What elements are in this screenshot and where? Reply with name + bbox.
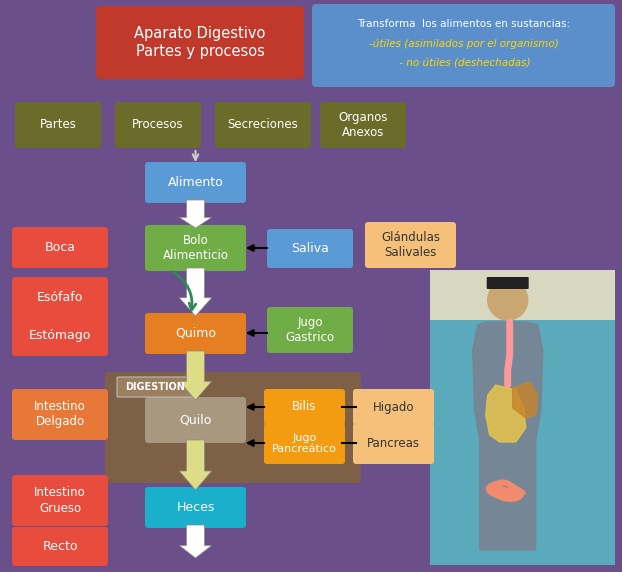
FancyBboxPatch shape bbox=[267, 229, 353, 268]
Text: Aparato Digestivo
Partes y procesos: Aparato Digestivo Partes y procesos bbox=[134, 26, 266, 59]
FancyBboxPatch shape bbox=[12, 227, 108, 268]
Text: Jugo
Gastrico: Jugo Gastrico bbox=[285, 316, 335, 344]
Text: -útiles (asimilados por el organismo): -útiles (asimilados por el organismo) bbox=[369, 39, 559, 49]
FancyBboxPatch shape bbox=[365, 222, 456, 268]
FancyBboxPatch shape bbox=[117, 377, 194, 397]
FancyBboxPatch shape bbox=[115, 102, 201, 148]
Text: Organos
Anexos: Organos Anexos bbox=[338, 111, 388, 139]
Text: Estómago: Estómago bbox=[29, 329, 91, 342]
FancyBboxPatch shape bbox=[264, 389, 345, 425]
Polygon shape bbox=[513, 382, 537, 418]
FancyBboxPatch shape bbox=[215, 102, 311, 148]
Text: Esófafo: Esófafo bbox=[37, 291, 83, 304]
Text: Quilo: Quilo bbox=[179, 414, 211, 427]
Text: Intestino
Grueso: Intestino Grueso bbox=[34, 487, 86, 514]
FancyBboxPatch shape bbox=[312, 4, 615, 87]
Text: Transforma  los alimentos en sustancias:: Transforma los alimentos en sustancias: bbox=[357, 19, 570, 29]
Text: Procesos: Procesos bbox=[132, 118, 184, 132]
FancyBboxPatch shape bbox=[15, 102, 101, 148]
Polygon shape bbox=[179, 440, 211, 490]
Polygon shape bbox=[179, 525, 211, 558]
Text: Saliva: Saliva bbox=[291, 242, 329, 255]
FancyBboxPatch shape bbox=[12, 475, 108, 526]
Text: Intestino
Delgado: Intestino Delgado bbox=[34, 400, 86, 428]
Polygon shape bbox=[179, 200, 211, 228]
Text: Partes: Partes bbox=[40, 118, 77, 132]
FancyBboxPatch shape bbox=[353, 423, 434, 464]
Polygon shape bbox=[473, 322, 543, 550]
FancyBboxPatch shape bbox=[105, 372, 361, 483]
Text: Quimo: Quimo bbox=[175, 327, 216, 340]
Circle shape bbox=[488, 280, 527, 320]
Text: Bilis: Bilis bbox=[292, 400, 317, 414]
FancyBboxPatch shape bbox=[264, 423, 345, 464]
Text: Pancreas: Pancreas bbox=[367, 437, 420, 450]
Text: Glándulas
Salivales: Glándulas Salivales bbox=[381, 231, 440, 259]
FancyBboxPatch shape bbox=[430, 270, 615, 565]
Polygon shape bbox=[179, 268, 211, 316]
FancyBboxPatch shape bbox=[12, 277, 108, 318]
Text: Heces: Heces bbox=[176, 501, 215, 514]
FancyBboxPatch shape bbox=[320, 102, 406, 148]
Text: DIGESTION: DIGESTION bbox=[126, 382, 185, 392]
FancyBboxPatch shape bbox=[430, 270, 615, 320]
Text: Bolo
Alimenticio: Bolo Alimenticio bbox=[162, 234, 228, 262]
Text: Jugo
Pancreático: Jugo Pancreático bbox=[272, 432, 337, 454]
Text: Alimento: Alimento bbox=[167, 176, 223, 189]
FancyBboxPatch shape bbox=[12, 527, 108, 566]
FancyBboxPatch shape bbox=[267, 307, 353, 353]
Text: Higado: Higado bbox=[373, 400, 414, 414]
FancyBboxPatch shape bbox=[145, 225, 246, 271]
FancyBboxPatch shape bbox=[145, 162, 246, 203]
FancyBboxPatch shape bbox=[12, 315, 108, 356]
Text: Boca: Boca bbox=[45, 241, 75, 254]
Text: - no útiles (deshechadas): - no útiles (deshechadas) bbox=[396, 59, 531, 69]
FancyBboxPatch shape bbox=[145, 313, 246, 354]
Polygon shape bbox=[179, 351, 211, 400]
Text: Secreciones: Secreciones bbox=[228, 118, 299, 132]
FancyBboxPatch shape bbox=[96, 6, 304, 79]
Polygon shape bbox=[486, 385, 526, 442]
FancyBboxPatch shape bbox=[145, 397, 246, 443]
FancyBboxPatch shape bbox=[12, 389, 108, 440]
FancyBboxPatch shape bbox=[486, 277, 529, 289]
FancyBboxPatch shape bbox=[353, 389, 434, 425]
Text: Recto: Recto bbox=[42, 540, 78, 553]
FancyBboxPatch shape bbox=[145, 487, 246, 528]
